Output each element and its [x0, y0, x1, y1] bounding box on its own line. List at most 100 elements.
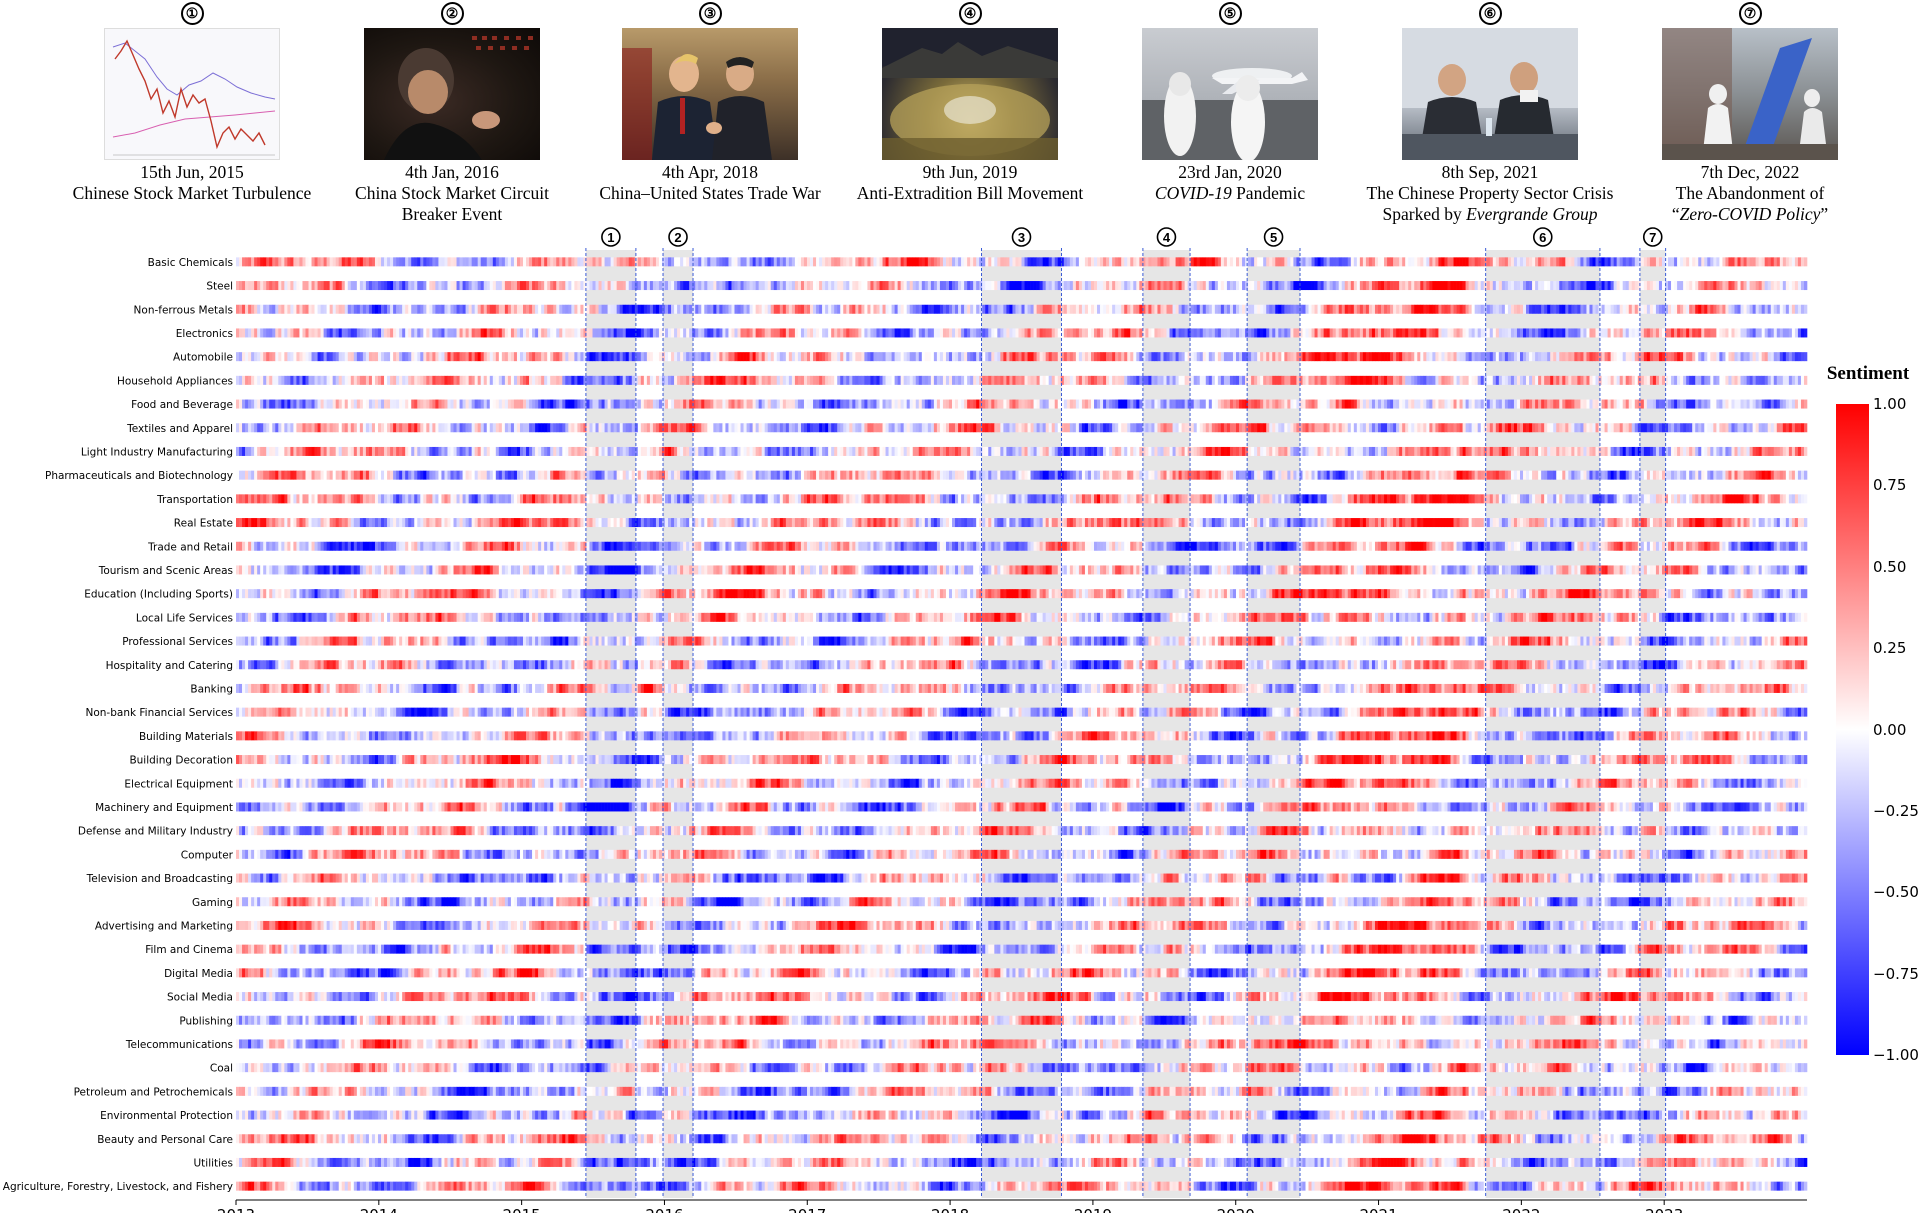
heatmap-cell [831, 281, 835, 291]
heatmap-cell [725, 470, 729, 480]
heatmap-cell [338, 257, 343, 267]
heatmap-cell [1293, 399, 1297, 409]
heatmap-cell [716, 446, 720, 456]
heatmap-cell [1402, 257, 1406, 267]
heatmap-cell [819, 470, 823, 480]
heatmap-cell [686, 352, 690, 362]
heatmap-cell [1100, 423, 1104, 433]
heatmap-cell [988, 352, 992, 362]
heatmap-cell [284, 375, 288, 385]
heatmap-cell [441, 281, 445, 291]
heatmap-cell [1526, 423, 1530, 433]
heatmap-cell [1000, 328, 1004, 338]
heatmap-cell [1269, 399, 1273, 409]
heatmap-cell [287, 281, 291, 291]
heatmap-cell [785, 328, 790, 338]
heatmap-cell [477, 446, 482, 456]
heatmap-cell [462, 470, 466, 480]
heatmap-cell [1338, 399, 1343, 409]
heatmap-cell [1284, 281, 1288, 291]
heatmap-cell [1755, 328, 1759, 338]
heatmap-cell [432, 352, 436, 362]
heatmap-cell [1048, 281, 1053, 291]
trader-photo [364, 28, 540, 160]
heatmap-cell [251, 470, 255, 480]
heatmap-cell [1622, 446, 1627, 456]
heatmap-cell [504, 423, 509, 433]
heatmap-cell [1643, 257, 1648, 267]
heatmap-cell [704, 257, 708, 267]
heatmap-cell [1045, 257, 1049, 267]
heatmap-cell [955, 304, 959, 314]
heatmap-cell [1788, 375, 1793, 385]
heatmap-cell [1604, 257, 1608, 267]
heatmap-cell [471, 470, 475, 480]
heatmap-cell [251, 399, 255, 409]
heatmap-cell [849, 304, 853, 314]
heatmap-cell [1580, 423, 1584, 433]
heatmap-cell [1707, 352, 1711, 362]
heatmap-cell [1356, 257, 1361, 267]
heatmap-cell [1613, 304, 1617, 314]
heatmap-cell [1674, 352, 1678, 362]
heatmap-cell [1547, 257, 1551, 267]
heatmap-cell [1779, 304, 1784, 314]
heatmap-cell [553, 352, 557, 362]
heatmap-cell [598, 352, 602, 362]
heatmap-cell [1695, 446, 1699, 456]
heatmap-cell [1196, 328, 1201, 338]
heatmap-cell [453, 328, 457, 338]
heatmap-cell [1785, 446, 1790, 456]
heatmap-cell [852, 281, 856, 291]
heatmap-cell [562, 470, 566, 480]
heatmap-cell [906, 446, 911, 456]
heatmap-cell [248, 423, 252, 433]
heatmap-cell [311, 375, 315, 385]
heatmap-cell [1589, 257, 1593, 267]
heatmap-cell [1625, 423, 1630, 433]
heatmap-cell [1084, 375, 1089, 385]
heatmap-cell [1314, 423, 1318, 433]
heatmap-cell [961, 375, 965, 385]
heatmap-cell [652, 328, 657, 338]
heatmap-cell [1749, 257, 1753, 267]
heatmap-cell [1646, 399, 1651, 409]
heatmap-cell [299, 423, 303, 433]
heatmap-cell [260, 399, 264, 409]
heatmap-cell [924, 446, 929, 456]
heatmap-cell [329, 375, 333, 385]
heatmap-cell [1323, 257, 1327, 267]
heatmap-cell [903, 352, 907, 362]
heatmap-cell [816, 352, 820, 362]
heatmap-cell [888, 399, 892, 409]
heatmap-cell [746, 375, 750, 385]
heatmap-cell [661, 375, 666, 385]
heatmap-cell [1450, 304, 1454, 314]
heatmap-cell [867, 281, 871, 291]
heatmap-cell [1196, 446, 1201, 456]
heatmap-cell [417, 399, 421, 409]
heatmap-cell [1523, 399, 1527, 409]
heatmap-cell [447, 281, 451, 291]
heatmap-cell [1746, 328, 1750, 338]
heatmap-cell [1205, 352, 1210, 362]
heatmap-cell [1668, 446, 1672, 456]
heatmap-cell [480, 328, 485, 338]
heatmap-cell [770, 446, 775, 456]
heatmap-cell [637, 375, 642, 385]
heatmap-cell [719, 328, 723, 338]
heatmap-cell [1139, 352, 1143, 362]
heatmap-cell [1387, 257, 1391, 267]
heatmap-cell [1523, 304, 1527, 314]
heatmap-cell [1275, 399, 1279, 409]
heatmap-cell [897, 446, 901, 456]
heatmap-cell [1299, 446, 1303, 456]
heatmap-cell [559, 375, 563, 385]
heatmap-cell [1595, 281, 1599, 291]
heatmap-cell [1332, 399, 1336, 409]
heatmap-cell [393, 470, 397, 480]
heatmap-cell [982, 304, 986, 314]
heatmap-cell [1426, 304, 1430, 314]
heatmap-cell [1492, 375, 1497, 385]
heatmap-cell [761, 304, 765, 314]
